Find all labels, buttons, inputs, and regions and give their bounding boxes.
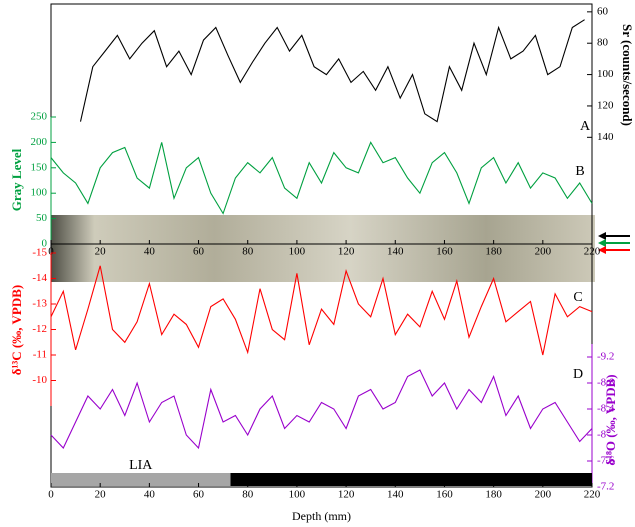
period-bar [230, 473, 592, 486]
panel-label: A [580, 119, 591, 134]
panel-label: D [573, 367, 583, 382]
x-tick-label: 140 [387, 489, 404, 501]
x-tick-label: 180 [485, 489, 502, 501]
x-tick-label: 220 [584, 246, 601, 258]
y-tick-label: 50 [36, 212, 48, 224]
y-tick-label: 150 [31, 161, 48, 173]
x-tick-label: 160 [436, 489, 453, 501]
period-label: LIA [129, 458, 153, 473]
x-tick-label: 80 [242, 489, 254, 501]
data-line [79, 19, 585, 123]
y-tick-label: 140 [597, 131, 614, 143]
y-tick-label: -13 [32, 298, 47, 310]
x-tick-label: 200 [535, 489, 552, 501]
y-tick-label: -9.2 [597, 351, 614, 363]
y-tick-label: -11 [33, 349, 47, 361]
x-tick-label: 120 [338, 489, 355, 501]
y-axis-label: δ¹³C (‰, VPDB) [9, 285, 24, 376]
y-tick-label: -8 [597, 429, 607, 441]
y-tick-label: -8.8 [597, 377, 615, 389]
y-tick-label: -14 [32, 272, 47, 284]
y-tick-label: 200 [31, 136, 48, 148]
x-tick-label: 180 [485, 246, 502, 258]
y-axis-label: δ¹⁸O (‰, VPDB) [603, 374, 618, 465]
x-tick-label: 60 [193, 246, 205, 258]
y-tick-label: -7.6 [597, 455, 615, 467]
x-tick-label: 20 [95, 489, 107, 501]
marker-arrows [598, 232, 630, 254]
y-axis-label: Sr (counts/second) [620, 24, 635, 126]
x-tick-label: 0 [48, 489, 54, 501]
y-tick-label: -8.4 [597, 403, 615, 415]
data-line [50, 265, 593, 356]
x-axis-label: Depth (mm) [292, 509, 351, 523]
y-tick-label: -7.2 [597, 481, 614, 493]
data-line [50, 141, 593, 215]
y-axis-label: Gray Level [9, 148, 24, 211]
y-tick-label: 250 [31, 111, 48, 123]
period-label: MWP [395, 458, 429, 473]
y-tick-label: 60 [597, 5, 609, 17]
y-tick-label: -12 [32, 323, 47, 335]
x-tick-label: 80 [242, 246, 254, 258]
x-tick-label: 60 [193, 489, 205, 501]
x-tick-label: 160 [436, 246, 453, 258]
y-tick-label: -10 [32, 374, 47, 386]
x-tick-label: 40 [144, 246, 156, 258]
x-tick-label: 100 [289, 246, 306, 258]
x-tick-label: 20 [95, 246, 107, 258]
y-tick-label: 80 [597, 37, 609, 49]
y-tick-label: 100 [597, 68, 614, 80]
panel-label: B [575, 164, 584, 179]
x-tick-label: 120 [338, 246, 355, 258]
y-tick-label: 120 [597, 99, 614, 111]
x-tick-label: 40 [144, 489, 156, 501]
panel-label: C [573, 290, 582, 305]
core-image [51, 215, 595, 282]
data-line [50, 369, 593, 450]
x-tick-label: 140 [387, 246, 404, 258]
period-bar [51, 473, 231, 486]
y-tick-label: -15 [32, 247, 47, 259]
y-tick-label: 100 [31, 187, 48, 199]
x-tick-label: 200 [535, 246, 552, 258]
x-tick-label: 100 [289, 489, 306, 501]
x-tick-label: 220 [584, 489, 601, 501]
y-tick-label: 0 [42, 238, 48, 250]
x-tick-label: 0 [48, 246, 54, 258]
